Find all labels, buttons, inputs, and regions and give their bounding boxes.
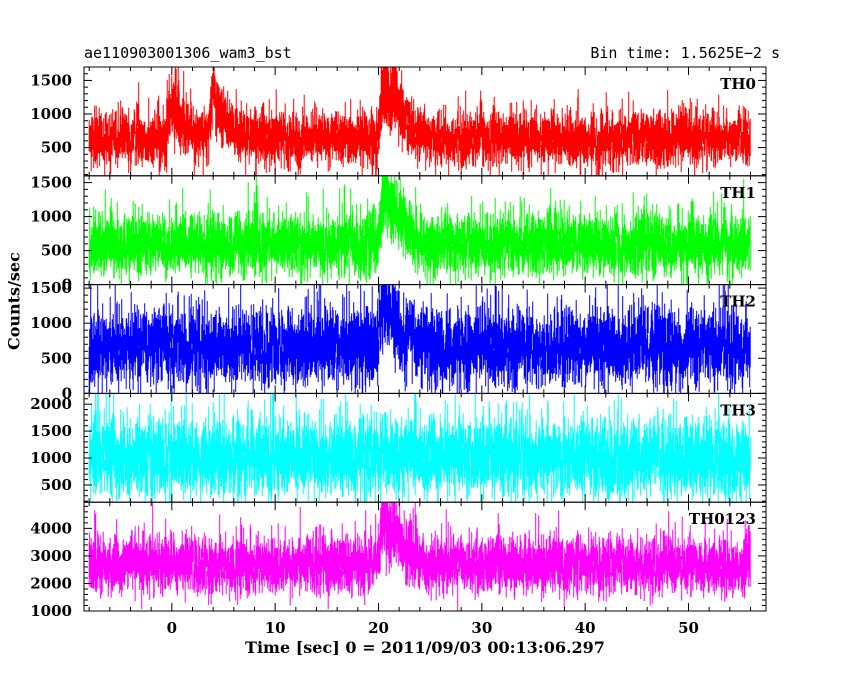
y-axis-label: Counts/sec (4, 252, 24, 350)
panel-label-th0: TH0 (720, 75, 756, 93)
panel-frame-th0123 (83, 501, 767, 612)
panel-label-th1: TH1 (720, 184, 756, 202)
y-tick-label: 1000 (30, 602, 72, 620)
x-tick-label: 10 (265, 619, 286, 637)
y-tick-label: 1500 (30, 174, 72, 192)
y-tick-label: 3000 (30, 547, 72, 565)
y-tick-label: 1000 (30, 449, 72, 467)
y-tick-label: 0 (62, 384, 72, 402)
y-tick-label: 1000 (30, 105, 72, 123)
series-th0 (88, 67, 751, 176)
y-tick-label: 500 (41, 349, 72, 367)
y-tick-label: 1500 (30, 71, 72, 89)
x-tick-label: 40 (575, 619, 596, 637)
y-tick-label: 1000 (30, 314, 72, 332)
series-th0123 (88, 502, 751, 611)
y-tick-label: 2000 (30, 574, 72, 592)
y-tick-label: 2000 (30, 395, 72, 413)
y-tick-label: 500 (41, 242, 72, 260)
panel-label-th2: TH2 (720, 293, 756, 311)
panel-label-th0123: TH0123 (689, 510, 756, 528)
y-tick-label: 500 (41, 476, 72, 494)
panel-label-th3: TH3 (720, 401, 756, 419)
series-th3 (88, 393, 751, 503)
bin-time-label: Bin time: 1.5625E−2 s (590, 44, 780, 62)
x-tick-label: 0 (167, 619, 177, 637)
y-tick-label: 1500 (30, 279, 72, 297)
x-tick-label: 20 (368, 619, 389, 637)
x-axis-label: Time [sec] 0 = 2011/09/03 00:13:06.297 (245, 638, 605, 657)
series-th1 (88, 175, 751, 285)
x-tick-label: 30 (471, 619, 492, 637)
y-tick-label: 0 (62, 276, 72, 294)
series-th2 (88, 284, 751, 394)
plot-title: ae110903001306_wam3_bst (84, 44, 292, 62)
x-tick-label: 50 (678, 619, 699, 637)
y-tick-label: 500 (41, 139, 72, 157)
y-tick-label: 1500 (30, 422, 72, 440)
y-tick-label: 1000 (30, 208, 72, 226)
y-tick-label: 4000 (30, 519, 72, 537)
